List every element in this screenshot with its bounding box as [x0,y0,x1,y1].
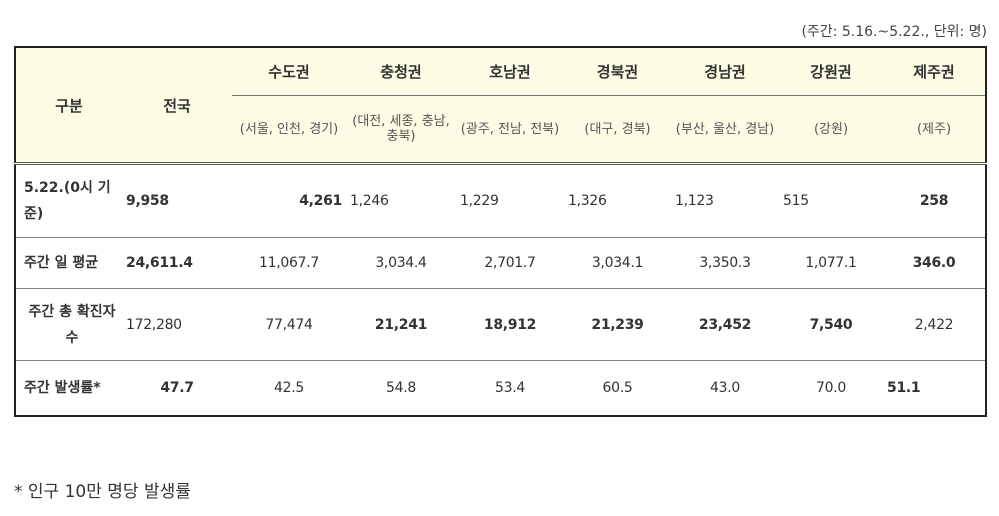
header-region-name: 충청권 [346,46,456,96]
region-value: 43.0 [671,360,779,417]
region-value: 54.8 [346,360,456,417]
region-value: 77,474 [232,288,346,361]
unit-note: (주간: 5.16.~5.22., 단위: 명) [801,24,987,40]
header-region-name: 제주권 [883,46,987,96]
region-value: 3,034.4 [346,237,456,289]
header-region-name: 경남권 [671,46,779,96]
header-region-sub: (서울, 인천, 경기) [232,95,346,164]
region-value: 1,123 [671,162,779,238]
national-value: 9,958 [122,162,232,238]
national-value: 47.7 [122,360,232,417]
region-value: 51.1 [883,360,987,417]
region-value: 21,241 [346,288,456,361]
header-region-sub: (제주) [883,95,987,164]
footnote: * 인구 10만 명당 발생률 [14,482,191,502]
region-value: 70.0 [779,360,883,417]
region-value: 346.0 [883,237,987,289]
region-value: 23,452 [671,288,779,361]
header-region-name: 경북권 [564,46,671,96]
header-region-name: 강원권 [779,46,883,96]
region-value: 1,229 [456,162,564,238]
region-value: 4,261 [232,162,346,238]
region-value: 1,246 [346,162,456,238]
header-region-sub: (대구, 경북) [564,95,671,164]
header-region-name: 수도권 [232,46,346,96]
region-value: 258 [883,162,987,238]
row-label: 주간 발생률* [14,360,122,417]
region-value: 21,239 [564,288,671,361]
region-value: 7,540 [779,288,883,361]
header-region-sub: (광주, 전남, 전북) [456,95,564,164]
region-value: 18,912 [456,288,564,361]
header-region-sub: (부산, 울산, 경남) [671,95,779,164]
header-region-sub: (대전, 세종, 충남, 충북) [346,95,456,164]
region-value: 2,701.7 [456,237,564,289]
row-label: 주간 총 확진자수 [14,288,122,361]
region-value: 1,326 [564,162,671,238]
header-category: 구분 [14,46,122,164]
region-value: 515 [779,162,883,238]
region-value: 11,067.7 [232,237,346,289]
region-value: 2,422 [883,288,987,361]
region-value: 3,350.3 [671,237,779,289]
region-value: 60.5 [564,360,671,417]
row-label: 5.22.(0시 기준) [14,162,122,238]
table-row: 5.22.(0시 기준) 9,958 4,261 1,246 1,229 1,3… [14,162,987,238]
region-value: 53.4 [456,360,564,417]
header-region-sub: (강원) [779,95,883,164]
regional-cases-table: 구분 전국 수도권 충청권 호남권 경북권 경남권 강원권 제주권 (서울, 인… [14,46,987,417]
table-row: 주간 총 확진자수 172,280 77,474 21,241 18,912 2… [14,288,987,361]
header-national: 전국 [122,46,232,164]
national-value: 24,611.4 [122,237,232,289]
row-label: 주간 일 평균 [14,237,122,289]
national-value: 172,280 [122,288,232,361]
region-value: 1,077.1 [779,237,883,289]
table-row: 주간 일 평균 24,611.4 11,067.7 3,034.4 2,701.… [14,237,987,289]
region-value: 3,034.1 [564,237,671,289]
header-region-name: 호남권 [456,46,564,96]
table-row: 주간 발생률* 47.7 42.5 54.8 53.4 60.5 43.0 70… [14,360,987,417]
region-value: 42.5 [232,360,346,417]
